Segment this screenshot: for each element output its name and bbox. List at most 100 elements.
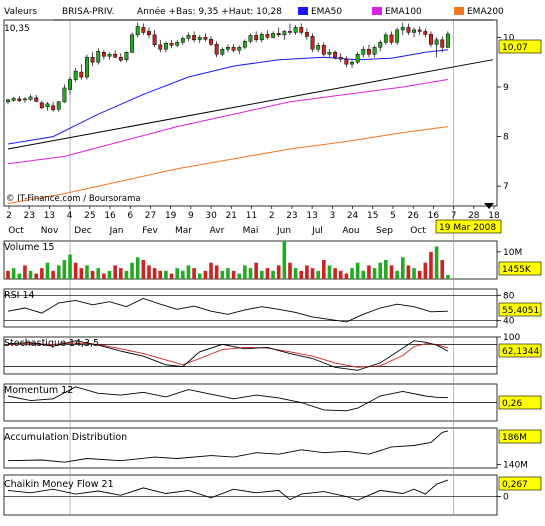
legend-ema100: EMA100 — [385, 7, 422, 17]
day-tick-label: 9 — [188, 211, 194, 221]
stochastic-value: 62,1344 — [502, 347, 539, 357]
volume-value: 1455K — [502, 265, 532, 275]
candle-body — [338, 56, 343, 60]
candle-body — [180, 38, 185, 43]
indicator-line — [7, 386, 448, 412]
volume-bar — [192, 268, 196, 279]
volume-bar — [214, 265, 219, 279]
candle-body — [147, 31, 151, 36]
volume-bar — [299, 270, 304, 279]
candle-body — [28, 96, 33, 100]
volume-bar — [344, 273, 349, 279]
candle-body — [192, 35, 197, 41]
volume-ytick-label: 10M — [503, 248, 522, 258]
volume-bar — [429, 251, 433, 279]
candle-body — [434, 39, 439, 45]
day-tick-label: 13 — [306, 211, 317, 221]
day-tick-label: 16 — [428, 211, 440, 221]
legend-swatch-ema100 — [372, 7, 382, 15]
candle-body — [197, 37, 202, 41]
indicator-ytick-label: 140M — [503, 460, 528, 470]
candle-body — [259, 34, 264, 41]
volume-bar — [378, 262, 383, 279]
month-label: Jan — [109, 226, 124, 236]
day-tick-label: 15 — [367, 211, 378, 221]
volume-bar — [400, 257, 405, 279]
candle-body — [45, 103, 50, 108]
volume-bar — [237, 273, 242, 279]
day-tick-label: 28 — [468, 211, 480, 221]
indicator-ytick-label: 0 — [503, 493, 509, 503]
volume-bar — [56, 265, 61, 279]
candle-body — [389, 34, 394, 43]
candle-body — [101, 51, 106, 57]
candle-body — [85, 56, 89, 78]
volume-bar — [11, 268, 16, 279]
price-ytick-label: 8 — [503, 133, 509, 143]
rsi-title: RSI 14 — [4, 290, 35, 301]
panel-frame-0 — [3, 19, 498, 207]
volume-bar — [175, 268, 179, 279]
candle-body — [79, 71, 84, 78]
volume-bar — [293, 268, 298, 279]
current-price-text: 10,07 — [502, 43, 528, 53]
indicator-ytick-label: 100 — [503, 333, 520, 343]
day-tick-label: 7 — [451, 211, 457, 221]
day-tick-label: 23 — [23, 211, 34, 221]
volume-bar — [446, 274, 450, 279]
copyright-text: © IT-Finance.com / Boursorama — [6, 194, 141, 204]
candle-body — [163, 43, 168, 50]
volume-bar — [406, 265, 411, 279]
ema200-line — [7, 126, 448, 204]
candle-body — [271, 33, 276, 38]
year-stats: Année +Bas: 9,35 +Haut: 10,28 — [137, 6, 282, 17]
candle-body — [417, 29, 422, 32]
candle-body — [175, 42, 180, 46]
volume-bar — [423, 262, 428, 279]
candle-body — [56, 101, 61, 110]
volume-bar — [203, 270, 208, 279]
candle-body — [96, 50, 101, 63]
rsi-value-badge — [498, 302, 542, 317]
volume-bar — [164, 270, 168, 279]
momentum-value: 0,26 — [502, 399, 522, 409]
candle-body — [51, 105, 56, 111]
day-tick-label: 23 — [286, 211, 297, 221]
volume-bar — [231, 270, 236, 279]
day-tick-label: 30 — [205, 211, 217, 221]
candle-body — [276, 33, 281, 36]
candle-body — [366, 49, 371, 55]
candle-body — [124, 51, 129, 60]
volume-bar — [350, 268, 354, 279]
candle-body — [355, 53, 360, 63]
candle-body — [350, 61, 354, 65]
candle-body — [135, 26, 140, 36]
day-tick-label: 24 — [347, 211, 359, 221]
volume-bar — [254, 262, 258, 279]
scroll-down-icon[interactable] — [484, 203, 494, 209]
day-tick-label: 4 — [67, 211, 73, 221]
volume-bar — [322, 260, 326, 279]
month-label: Avr — [210, 226, 225, 236]
indicator-ytick-label: 80 — [503, 291, 515, 301]
volume-bar — [395, 270, 399, 279]
candle-body — [209, 39, 213, 45]
candle-body — [118, 56, 123, 61]
candle-body — [68, 79, 72, 90]
candle-body — [293, 27, 298, 33]
panel-frame-2 — [3, 288, 498, 328]
volume-bar — [197, 273, 202, 279]
candle-body — [423, 31, 428, 35]
volume-bar — [6, 270, 10, 279]
volume-bar — [68, 254, 72, 279]
candle-body — [412, 29, 416, 33]
day-tick-label: 26 — [407, 211, 419, 221]
candle-body — [372, 47, 377, 55]
volume-bar — [85, 265, 89, 279]
volume-bar — [34, 273, 38, 279]
current-price-badge — [498, 39, 542, 54]
day-tick-label: 13 — [44, 211, 55, 221]
volume-bar — [23, 265, 27, 279]
candle-body — [265, 34, 270, 38]
ema100-line — [7, 79, 448, 165]
